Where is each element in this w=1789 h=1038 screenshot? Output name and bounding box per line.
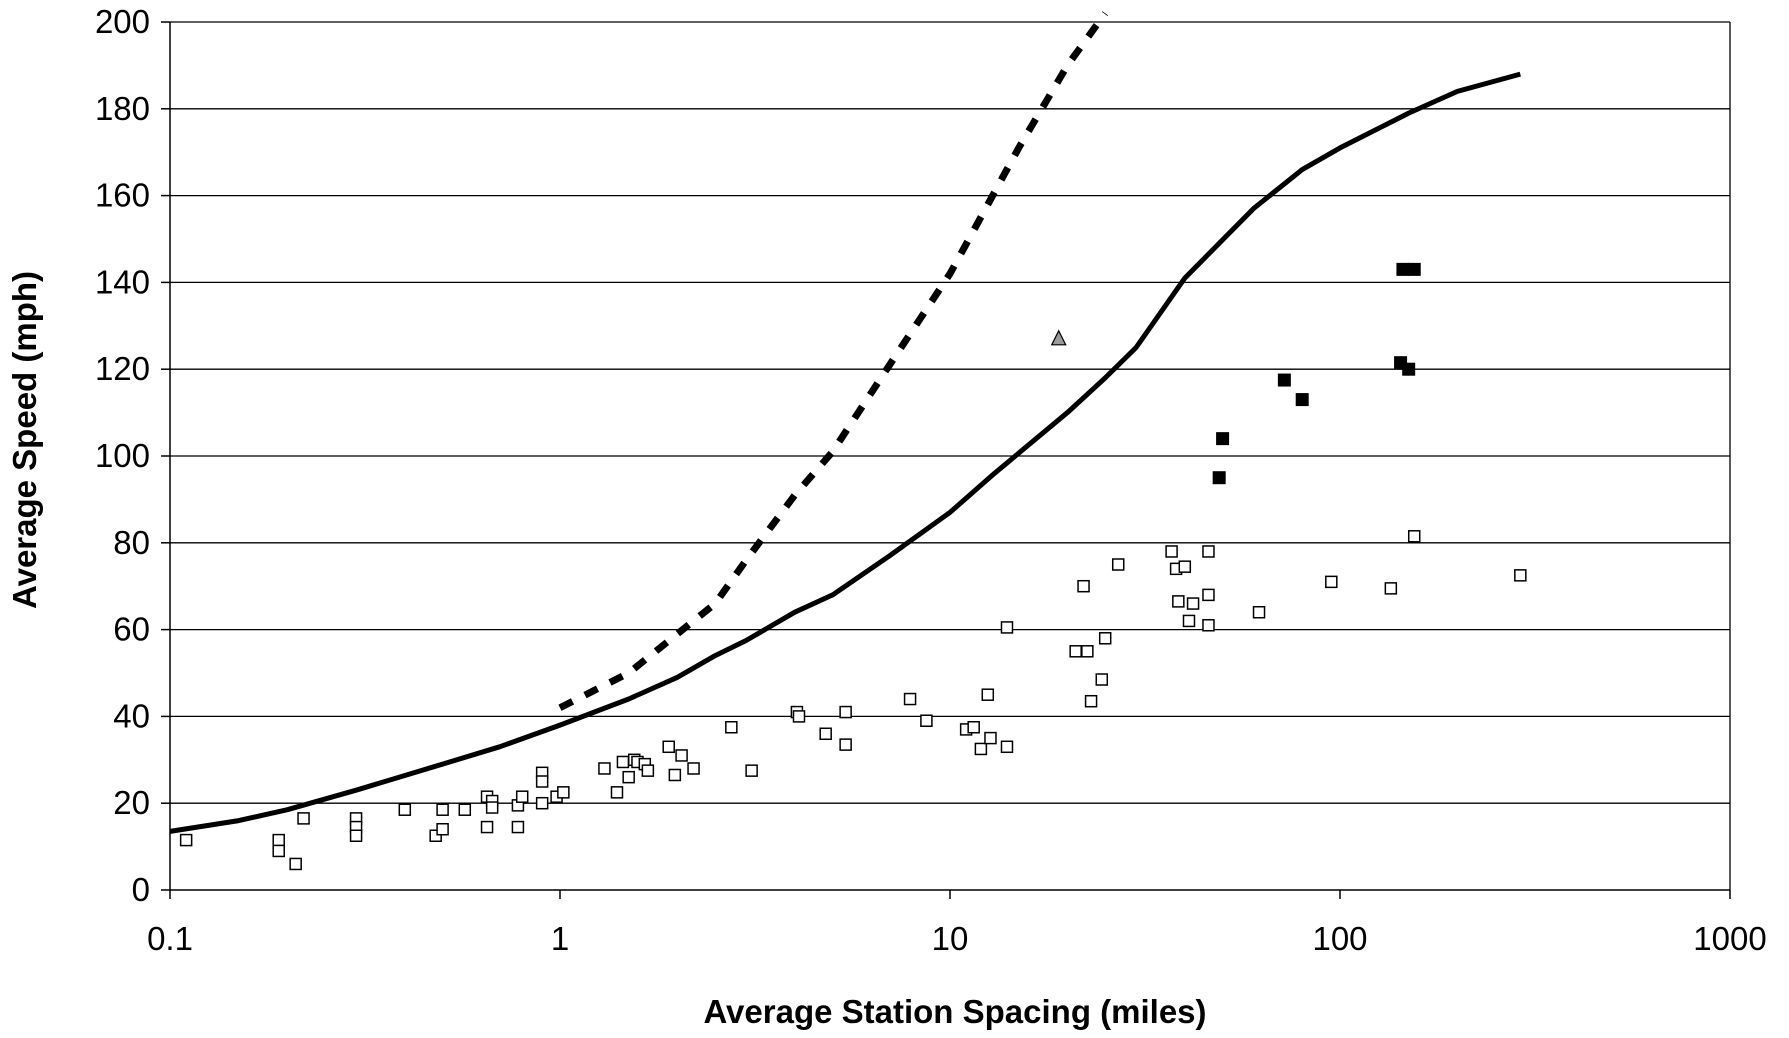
filled-square-point: [1295, 393, 1309, 407]
open-square-point: [1165, 545, 1178, 558]
open-square-point: [1252, 605, 1266, 619]
y-tick-label: 200: [95, 3, 150, 40]
open-square-point: [349, 829, 363, 842]
filled-square-point: [1396, 262, 1410, 276]
open-square-point: [557, 786, 570, 799]
x-tick-label: 100: [1312, 920, 1367, 957]
open-square-point: [967, 721, 980, 734]
open-square-point: [1514, 569, 1527, 582]
open-square-point: [984, 731, 997, 745]
open-square-point: [297, 812, 310, 825]
y-tick-label: 0: [132, 871, 150, 908]
filled-square-point: [1212, 471, 1226, 485]
x-tick-label: 1: [551, 920, 569, 957]
open-square-point: [675, 749, 688, 762]
y-axis-title: Average Speed (mph): [6, 271, 43, 609]
filled-square-point: [1216, 432, 1230, 446]
series: [169, 11, 1521, 834]
open-square-point: [1178, 560, 1192, 573]
open-square-point: [981, 688, 995, 701]
open-square-point: [792, 710, 806, 723]
y-tick-label: 120: [95, 350, 150, 387]
open-square-point: [903, 692, 917, 706]
open-square-point: [641, 764, 655, 777]
open-square-point: [458, 803, 472, 816]
open-square-point: [1384, 582, 1398, 595]
open-square-point: [515, 790, 529, 803]
open-square-point: [687, 762, 700, 775]
open-square-point: [511, 820, 525, 834]
open-square-point: [179, 833, 193, 847]
open-square-point: [1202, 545, 1215, 558]
open-square-point: [839, 705, 852, 719]
open-square-point: [272, 844, 285, 858]
open-square-point: [480, 820, 494, 834]
x-axis-title: Average Station Spacing (miles): [703, 993, 1206, 1030]
open-square-point: [610, 786, 624, 799]
dashed-curve: [558, 11, 1109, 711]
open-square-point: [622, 770, 635, 784]
open-square-point: [598, 762, 611, 775]
x-tick-label: 0.1: [147, 920, 193, 957]
open-square-point: [1095, 673, 1109, 686]
y-tick-label: 160: [95, 177, 150, 214]
open-square-point: [1407, 530, 1421, 543]
open-square-point: [436, 822, 449, 836]
open-square-point: [725, 721, 738, 734]
axes: [161, 21, 1731, 899]
open-square-point: [616, 755, 630, 769]
open-square-point: [819, 727, 832, 741]
markers: [179, 262, 1527, 871]
open-square-point: [1000, 740, 1014, 754]
y-tick-label: 80: [113, 524, 150, 561]
open-square-point: [839, 738, 852, 751]
open-square-point: [429, 829, 442, 842]
grid-lines: [170, 21, 1730, 804]
open-square-point: [662, 740, 675, 754]
open-square-point: [1202, 619, 1215, 632]
open-square-point: [1098, 632, 1112, 645]
open-square-point: [1186, 597, 1200, 610]
y-tick-label: 180: [95, 90, 150, 127]
open-square-point: [668, 768, 682, 782]
open-square-point: [1077, 579, 1090, 593]
open-square-point: [485, 801, 499, 814]
open-square-point: [436, 803, 449, 816]
open-square-point: [1182, 614, 1196, 628]
y-tick-label: 40: [113, 697, 150, 734]
filled-square-point: [1277, 373, 1291, 387]
y-tick-label: 20: [113, 784, 150, 821]
open-square-point: [1325, 575, 1338, 589]
open-square-point: [1000, 621, 1014, 634]
filled-square-point: [1407, 262, 1421, 276]
open-square-point: [1084, 694, 1098, 708]
open-square-point: [535, 775, 549, 788]
open-square-point: [535, 796, 549, 810]
triangle-point: [1050, 329, 1067, 346]
open-square-point: [398, 803, 412, 816]
open-square-point: [1069, 645, 1082, 658]
open-square-point: [974, 742, 988, 756]
y-tick-label: 60: [113, 611, 150, 648]
open-square-point: [745, 764, 758, 777]
open-square-point: [920, 714, 933, 727]
x-tick-label: 10: [932, 920, 969, 957]
open-square-point: [289, 857, 302, 871]
open-square-point: [1081, 645, 1094, 658]
open-square-point: [1172, 595, 1185, 608]
solid-curve: [169, 71, 1521, 834]
x-tick-label: 1000: [1693, 920, 1766, 957]
y-tick-label: 140: [95, 263, 150, 300]
y-tick-label: 100: [95, 437, 150, 474]
tick-labels: 0 20 40 60 80 100 120 140 160 180 200 0.1 1 10 100 1000: [95, 3, 1767, 957]
filled-square-point: [1402, 362, 1416, 376]
open-square-point: [272, 833, 285, 847]
open-square-point: [1202, 588, 1215, 602]
open-square-point: [1111, 558, 1125, 571]
